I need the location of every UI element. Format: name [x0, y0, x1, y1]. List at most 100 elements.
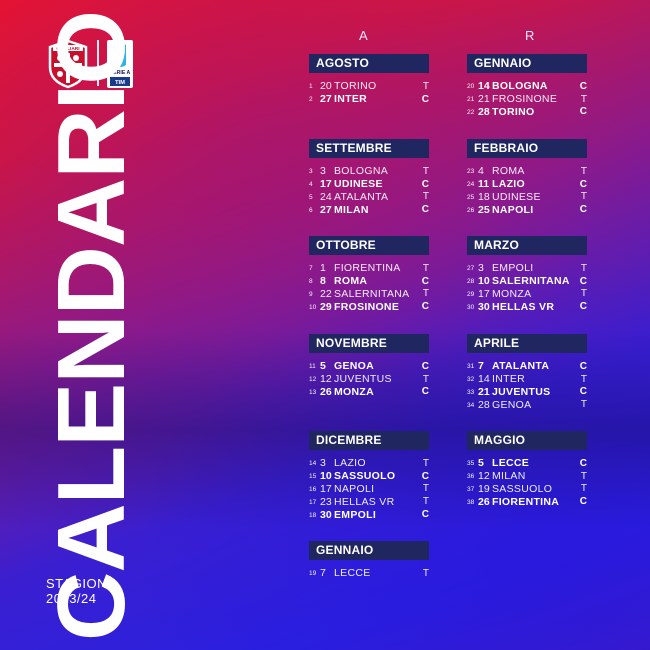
month-title: MARZO: [467, 236, 587, 255]
match-day: 4: [478, 165, 484, 178]
match-row: 18 30 EMPOLI C: [309, 508, 429, 521]
match-day: 8: [320, 275, 326, 288]
match-venue: T: [580, 470, 587, 482]
match-day: 12: [320, 373, 332, 386]
match-day: 3: [320, 165, 326, 178]
match-venue: T: [422, 262, 429, 274]
match-venue: C: [421, 360, 429, 372]
match-round: 19: [309, 570, 317, 578]
match-opponent: SASSUOLO: [334, 470, 396, 483]
match-row: 27 3 EMPOLI T: [467, 262, 587, 275]
match-round: 31: [467, 363, 475, 371]
match-list: 19 7 LECCE T: [309, 567, 429, 580]
match-list: 31 7 ATALANTA C 32 14 INTER T 33 21 JUVENTUS C 34 28 G…: [467, 360, 587, 411]
match-round: 4: [309, 181, 313, 189]
match-row: 14 3 LAZIO T: [309, 457, 429, 470]
match-round: 37: [467, 485, 475, 493]
match-venue: C: [421, 470, 429, 482]
month-block-febbraio: FEBBRAIO 23 4 ROMA T 24 11 LAZIO C 25 18 UDINESE T 26…: [467, 139, 587, 216]
match-round: 23: [467, 168, 475, 176]
match-opponent: ATALANTA: [334, 190, 389, 203]
match-venue: T: [580, 483, 587, 495]
match-venue: T: [580, 373, 587, 385]
match-opponent: HELLAS VR: [492, 300, 555, 313]
season-line1: STAGIONE: [46, 576, 117, 591]
match-opponent: MONZA: [334, 385, 374, 398]
match-round: 36: [467, 473, 475, 481]
match-day: 5: [478, 457, 484, 470]
match-row: 29 17 MONZA T: [467, 288, 587, 301]
match-venue: C: [579, 204, 587, 216]
match-row: 4 17 UDINESE C: [309, 178, 429, 191]
match-venue: T: [422, 496, 429, 508]
match-row: 38 26 FIORENTINA C: [467, 495, 587, 508]
match-day: 28: [478, 398, 490, 411]
match-list: 23 4 ROMA T 24 11 LAZIO C 25 18 UDINESE T 26 25 NAPOLI…: [467, 165, 587, 216]
match-opponent: EMPOLI: [492, 262, 534, 275]
match-opponent: LECCE: [334, 567, 371, 580]
match-opponent: SASSUOLO: [492, 482, 553, 495]
match-day: 25: [478, 203, 490, 216]
month-title: OTTOBRE: [309, 236, 429, 255]
match-round: 32: [467, 376, 475, 384]
match-row: 5 24 ATALANTA T: [309, 191, 429, 204]
match-row: 9 22 SALERNITANA T: [309, 288, 429, 301]
logo-divider: [97, 40, 99, 86]
match-opponent: EMPOLI: [334, 508, 377, 521]
match-list: 7 1 FIORENTINA T 8 8 ROMA C 9 22 SALERNITANA T 10 29 F…: [309, 262, 429, 313]
match-day: 5: [320, 360, 326, 373]
match-opponent: FROSINONE: [334, 300, 400, 313]
match-row: 8 8 ROMA C: [309, 275, 429, 288]
match-round: 25: [467, 193, 475, 201]
match-row: 15 10 SASSUOLO C: [309, 470, 429, 483]
match-round: 11: [309, 363, 316, 371]
match-opponent: BOLOGNA: [334, 165, 389, 178]
match-day: 30: [478, 300, 490, 313]
match-day: 17: [320, 482, 332, 495]
match-opponent: LAZIO: [492, 178, 525, 191]
match-day: 28: [478, 105, 490, 118]
page-title: CALENDARIO: [38, 11, 145, 641]
match-list: 3 3 BOLOGNA T 4 17 UDINESE C 5 24 ATALANTA T 6 27 MILA…: [309, 165, 429, 216]
match-opponent: BOLOGNA: [492, 80, 548, 93]
match-venue: T: [422, 191, 429, 203]
match-row: 6 27 MILAN C: [309, 203, 429, 216]
match-round: 8: [309, 278, 313, 286]
match-list: 11 5 GENOA C 12 12 JUVENTUS T 13 26 MONZA C: [309, 360, 429, 398]
match-round: 35: [467, 460, 475, 468]
match-venue: T: [580, 262, 587, 274]
month-block-settembre: SETTEMBRE 3 3 BOLOGNA T 4 17 UDINESE C 5 24 ATALANT…: [309, 139, 429, 216]
month-title: DICEMBRE: [309, 431, 429, 450]
match-venue: C: [579, 106, 587, 118]
match-opponent: SALERNITANA: [334, 287, 410, 300]
cagliari-crest-logo: CAGLIARI: [48, 39, 88, 89]
match-row: 17 23 HELLAS VR T: [309, 495, 429, 508]
match-day: 21: [478, 93, 490, 106]
match-day: 22: [320, 287, 332, 300]
match-opponent: NAPOLI: [492, 203, 534, 216]
match-round: 20: [467, 83, 475, 91]
match-opponent: SALERNITANA: [492, 275, 570, 288]
match-list: 35 5 LECCE C 36 12 MILAN T 37 19 SASSUOLO T 38 26 FIOR…: [467, 457, 587, 508]
match-row: 35 5 LECCE C: [467, 457, 587, 470]
match-day: 21: [478, 385, 490, 398]
match-venue: C: [579, 360, 587, 372]
match-row: 1 20 TORINO T: [309, 80, 429, 93]
season-line2: 2023/24: [46, 591, 97, 606]
match-round: 28: [467, 278, 475, 286]
match-venue: T: [422, 288, 429, 300]
match-opponent: UDINESE: [492, 190, 541, 203]
match-round: 2: [309, 96, 313, 104]
month-title: SETTEMBRE: [309, 139, 429, 158]
month-block-gennaio: GENNAIO 20 14 BOLOGNA C 21 21 FROSINONE T 22 28 TOR…: [467, 54, 587, 118]
match-venue: C: [579, 80, 587, 92]
match-opponent: HELLAS VR: [334, 495, 395, 508]
month-block-marzo: MARZO 27 3 EMPOLI T 28 10 SALERNITANA C 29 17 MONZA…: [467, 236, 587, 313]
match-row: 22 28 TORINO C: [467, 106, 587, 119]
match-row: 20 14 BOLOGNA C: [467, 80, 587, 93]
match-venue: C: [579, 386, 587, 398]
match-day: 17: [478, 287, 490, 300]
match-round: 17: [309, 498, 317, 506]
match-round: 21: [467, 96, 475, 104]
month-title: GENNAIO: [309, 541, 429, 560]
